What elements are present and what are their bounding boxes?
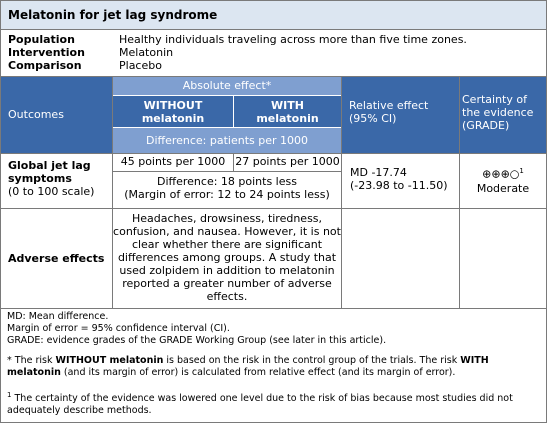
pico-label: Intervention <box>8 46 85 59</box>
note-text: * The risk <box>7 355 56 366</box>
adverse-line: reported a greater number of adverse <box>122 277 332 290</box>
note-text: is based on the risk in the control grou… <box>163 355 461 366</box>
certainty-line2: the evidence <box>462 106 534 119</box>
without-line1: WITHOUT <box>143 99 203 112</box>
divider <box>1 308 546 309</box>
jetlag-diff-line2: (Margin of error: 12 to 24 points less) <box>124 188 330 201</box>
divider <box>233 153 234 171</box>
pico-value: Melatonin <box>119 46 174 59</box>
divider <box>1 76 546 77</box>
jetlag-name-line1: Global jet lag <box>8 159 91 172</box>
certainty-label: Moderate <box>476 181 530 195</box>
pico-label: Comparison <box>8 59 82 72</box>
pico-value: Healthy individuals traveling across mor… <box>119 33 467 46</box>
pico-label: Population <box>8 33 75 46</box>
jetlag-certainty: ⊕⊕⊕○1 Moderate <box>460 164 546 196</box>
divider <box>459 77 460 308</box>
jetlag-diff-line1: Difference: 18 points less <box>157 175 297 188</box>
adverse-line: effects. <box>206 290 248 303</box>
certainty-symbols: ⊕⊕⊕○ <box>482 167 520 181</box>
note-text: The certainty of the evidence was lowere… <box>11 393 513 405</box>
jetlag-name: Global jet lag symptoms <box>8 159 91 185</box>
note-bold: WITHOUT melatonin <box>55 355 164 366</box>
footer-note-certainty: 1 The certainty of the evidence was lowe… <box>7 389 542 417</box>
note-bold: WITH <box>460 355 489 366</box>
divider <box>341 77 342 308</box>
header-relative-effect: Relative effect (95% CI) <box>342 77 459 153</box>
adverse-name: Adverse effects <box>8 252 105 265</box>
relative-line2: (95% CI) <box>349 112 397 125</box>
without-line2: melatonin <box>141 112 205 125</box>
jetlag-relative-effect: MD -17.74 (-23.98 to -11.50) <box>350 166 448 192</box>
pico-section: Population Healthy individuals traveling… <box>1 31 546 74</box>
with-line1: WITH <box>271 99 304 112</box>
header-certainty: Certainty of the evidence (GRADE) <box>460 77 546 153</box>
footer-note-risk: * The risk WITHOUT melatonin is based on… <box>7 355 542 379</box>
adverse-line: confusion, and nausea. However, it is no… <box>113 225 341 238</box>
footer-margin: Margin of error = 95% confidence interva… <box>7 323 230 334</box>
adverse-line: differences among groups. A study that <box>117 251 337 264</box>
with-line2: melatonin <box>256 112 319 125</box>
header-difference: Difference: patients per 1000 <box>113 128 341 153</box>
header-without: WITHOUT melatonin <box>113 96 233 127</box>
footer-grade: GRADE: evidence grades of the GRADE Work… <box>7 335 387 346</box>
certainty-line1: Certainty of <box>462 93 527 106</box>
header-outcomes: Outcomes <box>1 77 112 153</box>
divider <box>1 208 546 209</box>
note-bold: melatonin <box>7 367 61 378</box>
pico-value: Placebo <box>119 59 162 72</box>
note-sup: 1 <box>7 391 12 399</box>
note-text: adequately describe methods. <box>7 405 152 417</box>
note-text: (and its margin of error) is calculated … <box>60 367 456 378</box>
adverse-description: Headaches, drowsiness, tiredness, confus… <box>113 212 341 303</box>
jetlag-without-value: 45 points per 1000 <box>120 155 226 168</box>
jetlag-rel-line2: (-23.98 to -11.50) <box>350 179 448 192</box>
table-title: Melatonin for jet lag syndrome <box>1 1 546 30</box>
divider <box>112 77 113 308</box>
adverse-line: Headaches, drowsiness, tiredness, <box>131 212 323 225</box>
jetlag-with-value: 27 points per 1000 <box>235 155 340 168</box>
jetlag-scale: (0 to 100 scale) <box>8 185 95 198</box>
certainty-line3: (GRADE) <box>462 119 510 132</box>
adverse-line: clear whether there are significant <box>131 238 323 251</box>
outcomes-label: Outcomes <box>8 108 64 121</box>
jetlag-rel-line1: MD -17.74 <box>350 166 407 179</box>
jetlag-difference: Difference: 18 points less (Margin of er… <box>113 175 341 201</box>
header-with: WITH melatonin <box>234 96 341 127</box>
divider <box>113 171 341 172</box>
divider <box>1 153 546 154</box>
header-absolute-effect: Absolute effect* <box>113 77 341 95</box>
certainty-footnote: 1 <box>519 167 524 175</box>
footer-md: MD: Mean difference. <box>7 311 109 322</box>
adverse-line: used zolpidem in addition to melatonin <box>119 264 335 277</box>
relative-line1: Relative effect <box>349 99 429 112</box>
jetlag-name-line2: symptoms <box>8 172 72 185</box>
